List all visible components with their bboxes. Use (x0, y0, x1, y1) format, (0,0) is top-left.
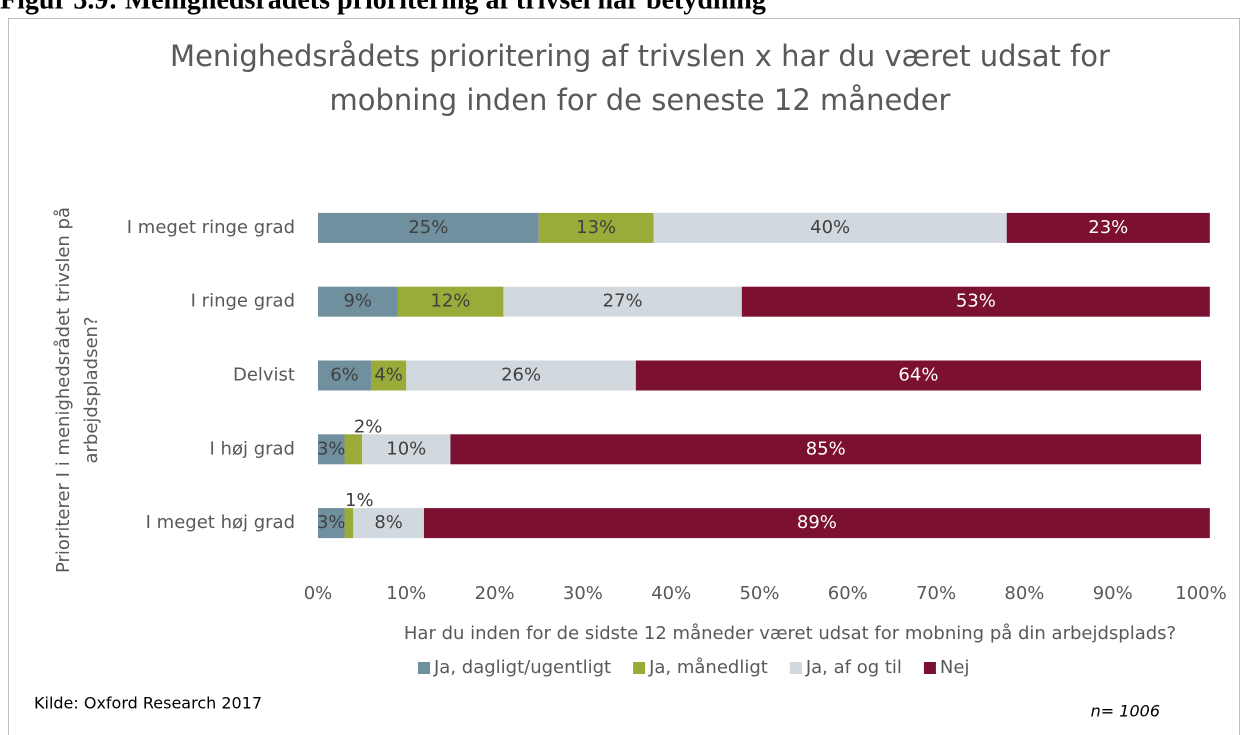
legend-swatch (418, 662, 430, 674)
bar-segment (397, 286, 504, 317)
bar-segment (635, 360, 1201, 391)
chart-frame (8, 18, 1240, 735)
x-tick-label: 90% (1093, 583, 1133, 604)
bar-segment (318, 434, 345, 465)
data-label: 27% (603, 291, 643, 312)
data-label: 85% (806, 438, 846, 459)
bar-segment (741, 286, 1210, 317)
x-tick-label: 70% (916, 583, 956, 604)
bar-segment (370, 360, 407, 391)
data-label: 1% (345, 490, 374, 511)
chart-title: mobning inden for de seneste 12 måneder (330, 83, 951, 117)
y-tick-label: I høj grad (210, 438, 295, 459)
note: n= 1006 (1091, 702, 1160, 721)
data-label: 3% (317, 438, 346, 459)
y-tick-label: I meget høj grad (146, 512, 295, 533)
bar-segment (318, 360, 371, 391)
data-label: 2% (354, 416, 383, 437)
data-label: 53% (956, 291, 996, 312)
bar-segment (344, 434, 363, 465)
legend-label: Ja, dagligt/ugentligt (433, 657, 611, 678)
chart-title: Menighedsrådets prioritering af trivslen… (170, 39, 1110, 73)
bar-segment (318, 212, 539, 243)
source: Kilde: Oxford Research 2017 (34, 694, 262, 713)
data-label: 10% (386, 438, 426, 459)
data-label: 12% (430, 291, 470, 312)
bar-segment (318, 286, 398, 317)
x-tick-label: 0% (304, 583, 333, 604)
x-tick-label: 20% (475, 583, 515, 604)
data-label: 40% (810, 217, 850, 238)
legend-swatch (923, 662, 936, 674)
data-label: 23% (1088, 217, 1128, 238)
data-label: 13% (576, 217, 616, 238)
bar-segment (450, 434, 1201, 465)
x-tick-label: 100% (1175, 583, 1226, 604)
y-tick-label: I ringe grad (191, 291, 295, 312)
bar-segment (318, 508, 345, 539)
x-tick-label: 30% (563, 583, 603, 604)
bar-segment (653, 212, 1007, 243)
bar-segment (406, 360, 636, 391)
data-label: 9% (343, 291, 372, 312)
bar-segment (1006, 212, 1210, 243)
y-axis-label: Prioriterer I i menighedsrådet trivslen … (53, 207, 74, 573)
x-tick-label: 60% (828, 583, 868, 604)
data-label: 6% (330, 365, 359, 386)
x-axis-label: Har du inden for de sidste 12 måneder væ… (404, 623, 1176, 644)
y-tick-label: I meget ringe grad (127, 217, 295, 238)
legend-label: Ja, af og til (805, 657, 902, 678)
x-tick-label: 50% (739, 583, 779, 604)
bar-segment (423, 508, 1210, 539)
figure-caption: Figur 3.9: Menighedsrådets prioritering … (0, 0, 766, 15)
data-label: 8% (374, 512, 403, 533)
data-label: 3% (317, 512, 346, 533)
x-tick-label: 80% (1004, 583, 1044, 604)
y-tick-label: Delvist (233, 365, 295, 386)
legend-swatch (633, 662, 646, 674)
bar-segment (362, 434, 451, 465)
bar-segment (538, 212, 654, 243)
x-tick-label: 10% (386, 583, 426, 604)
legend-label: Ja, månedligt (648, 657, 768, 678)
bar-segment (344, 508, 354, 539)
x-tick-label: 40% (651, 583, 691, 604)
data-label: 25% (408, 217, 448, 238)
data-label: 89% (797, 512, 837, 533)
data-label: 4% (374, 365, 403, 386)
legend-swatch (789, 662, 802, 674)
data-label: 26% (501, 365, 541, 386)
bar-segment (503, 286, 742, 317)
bar-segment (353, 508, 424, 539)
legend-label: Nej (940, 657, 970, 678)
y-axis-label: arbejdspladsen? (81, 316, 102, 463)
data-label: 64% (898, 365, 938, 386)
